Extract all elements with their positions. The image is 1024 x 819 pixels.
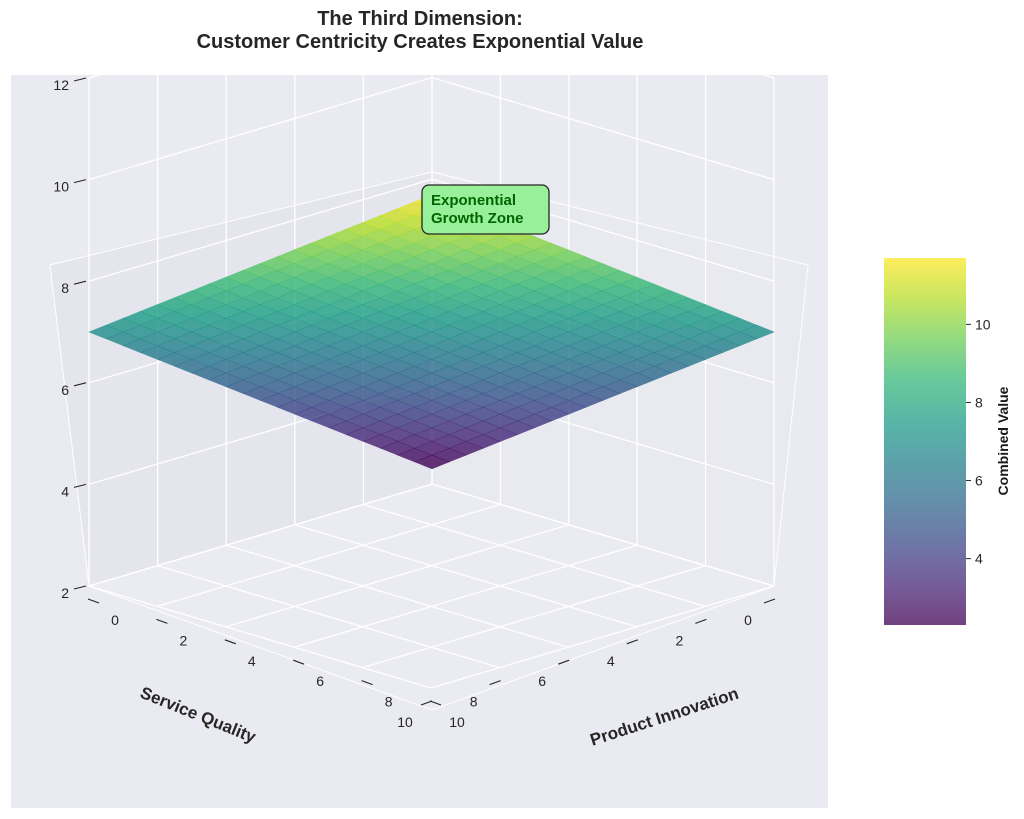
colorbar-tick-label: 4 bbox=[975, 551, 983, 567]
x-tick-mark bbox=[224, 639, 236, 645]
annotation-line-2: Growth Zone bbox=[431, 210, 524, 227]
surface-cell bbox=[414, 454, 450, 470]
wall-grid-z bbox=[88, 483, 775, 587]
x-tick-label: 4 bbox=[248, 653, 256, 669]
z-tick-mark bbox=[73, 585, 87, 590]
z-tick-label: 10 bbox=[53, 179, 69, 195]
y-tick-mark bbox=[489, 680, 501, 686]
z-tick-mark bbox=[73, 77, 87, 82]
y-tick-label: 4 bbox=[607, 653, 615, 669]
z-tick-mark bbox=[73, 179, 87, 184]
z-tick-mark bbox=[73, 280, 87, 285]
x-tick-mark bbox=[293, 659, 305, 665]
z-tick-label: 8 bbox=[61, 280, 69, 296]
colorbar-tick-label: 10 bbox=[975, 316, 991, 332]
y-tick-label: 10 bbox=[397, 714, 413, 730]
z-tick-label: 2 bbox=[61, 585, 69, 601]
annotation-box bbox=[421, 184, 550, 235]
colorbar-tick-label: 6 bbox=[975, 473, 983, 489]
floor-grid-y bbox=[157, 564, 500, 669]
z-tick-mark bbox=[73, 483, 87, 488]
wall-grid-z bbox=[88, 178, 775, 282]
y-tick-mark bbox=[626, 639, 638, 645]
x-tick-label: 8 bbox=[385, 694, 393, 710]
wall-grid-z bbox=[88, 0, 775, 79]
x-tick-label: 6 bbox=[316, 673, 324, 689]
floor-grid-x bbox=[430, 585, 775, 689]
z-tick-label: 4 bbox=[61, 483, 69, 499]
y-tick-label: 0 bbox=[744, 612, 752, 628]
floor-grid-y bbox=[363, 503, 706, 608]
annotation-line-1: Exponential bbox=[431, 192, 516, 209]
colorbar-label: Combined Value bbox=[995, 386, 1011, 495]
x-tick-mark bbox=[87, 598, 100, 604]
x-tick-label: 2 bbox=[180, 632, 188, 648]
floor-grid-y bbox=[294, 524, 637, 628]
floor-grid-x bbox=[362, 564, 706, 669]
floor-grid-y bbox=[88, 585, 432, 689]
floor-grid-x bbox=[294, 544, 638, 648]
floor-grid-x bbox=[225, 524, 569, 628]
y-tick-mark bbox=[763, 598, 776, 604]
x-tick-mark bbox=[156, 618, 168, 624]
x-tick-mark bbox=[429, 700, 442, 706]
y-tick-mark bbox=[558, 659, 570, 665]
chart-title-line-1: The Third Dimension: bbox=[317, 8, 523, 30]
x-tick-label: 0 bbox=[111, 612, 119, 628]
colorbar: 4 6 8 10 Combined Value bbox=[884, 258, 1011, 625]
x-tick-mark bbox=[361, 680, 373, 686]
y-tick-label: 8 bbox=[470, 694, 478, 710]
wall-grid-z bbox=[88, 76, 775, 181]
z-tick-mark bbox=[73, 382, 87, 387]
x-tick-label: 10 bbox=[449, 714, 465, 730]
annotation: Exponential Growth Zone bbox=[421, 184, 550, 235]
z-tick-label: 12 bbox=[53, 77, 69, 93]
y-tick-mark bbox=[695, 618, 707, 624]
colorbar-ticks: 4 6 8 10 bbox=[966, 316, 991, 567]
y-tick-label: 2 bbox=[676, 632, 684, 648]
colorbar-tick-label: 8 bbox=[975, 394, 983, 410]
y-tick-mark bbox=[420, 700, 433, 706]
floor-grid-y bbox=[226, 544, 569, 648]
y-tick-label: 6 bbox=[538, 673, 546, 689]
colorbar-gradient bbox=[884, 258, 966, 625]
floor-grid-x bbox=[157, 503, 501, 608]
chart-title-line-2: Customer Centricity Creates Exponential … bbox=[197, 31, 644, 53]
z-tick-label: 6 bbox=[61, 382, 69, 398]
